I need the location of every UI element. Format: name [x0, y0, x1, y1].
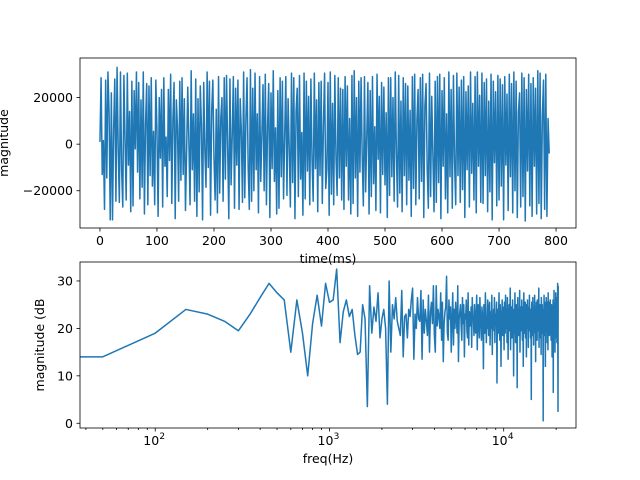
x-tick-label: 10 [318, 433, 334, 448]
y-tick-label: 0 [65, 416, 73, 431]
x-tick-label: 800 [544, 233, 568, 248]
frequency-domain-y-ticks: 0 10 20 30 [57, 273, 80, 431]
x-tick-label: 10 [492, 433, 508, 448]
y-tick-label: 30 [57, 273, 73, 288]
frequency-domain-y-axis-label: magnitude (dB [32, 299, 47, 392]
x-tick-label: 600 [430, 233, 454, 248]
frequency-domain-x-axis-label: freq(Hz) [303, 451, 354, 466]
x-tick-exponent: 2 [159, 432, 165, 442]
time-domain-plot: 0 100 200 300 400 500 600 700 800 −20000 0 20000 t… [0, 57, 577, 266]
y-tick-label: −20000 [23, 183, 73, 198]
frequency-domain-series-line [80, 268, 559, 422]
x-tick-label: 0 [96, 233, 104, 248]
y-tick-label: 20 [57, 321, 73, 336]
y-tick-label: 20000 [33, 90, 73, 105]
time-domain-series-line [99, 66, 550, 222]
y-tick-label: 0 [65, 137, 73, 152]
x-tick-label: 10 [143, 433, 159, 448]
x-tick-label: 700 [487, 233, 511, 248]
frequency-domain-axes-frame [79, 261, 577, 429]
x-tick-label: 300 [259, 233, 283, 248]
x-tick-exponent: 4 [508, 432, 514, 442]
x-tick-label: 400 [316, 233, 340, 248]
time-domain-y-ticks: −20000 0 20000 [23, 90, 80, 198]
time-domain-x-ticks: 0 100 200 300 400 500 600 700 800 [96, 228, 568, 248]
time-domain-y-axis-label: magnitude [0, 109, 11, 177]
x-tick-label: 100 [145, 233, 169, 248]
x-tick-exponent: 3 [334, 432, 340, 442]
time-domain-x-axis-label: time(ms) [300, 251, 357, 266]
y-tick-label: 10 [57, 368, 73, 383]
frequency-domain-x-ticks: 10 2 10 3 10 4 [85, 428, 557, 448]
x-tick-label: 200 [202, 233, 226, 248]
x-tick-label: 500 [373, 233, 397, 248]
